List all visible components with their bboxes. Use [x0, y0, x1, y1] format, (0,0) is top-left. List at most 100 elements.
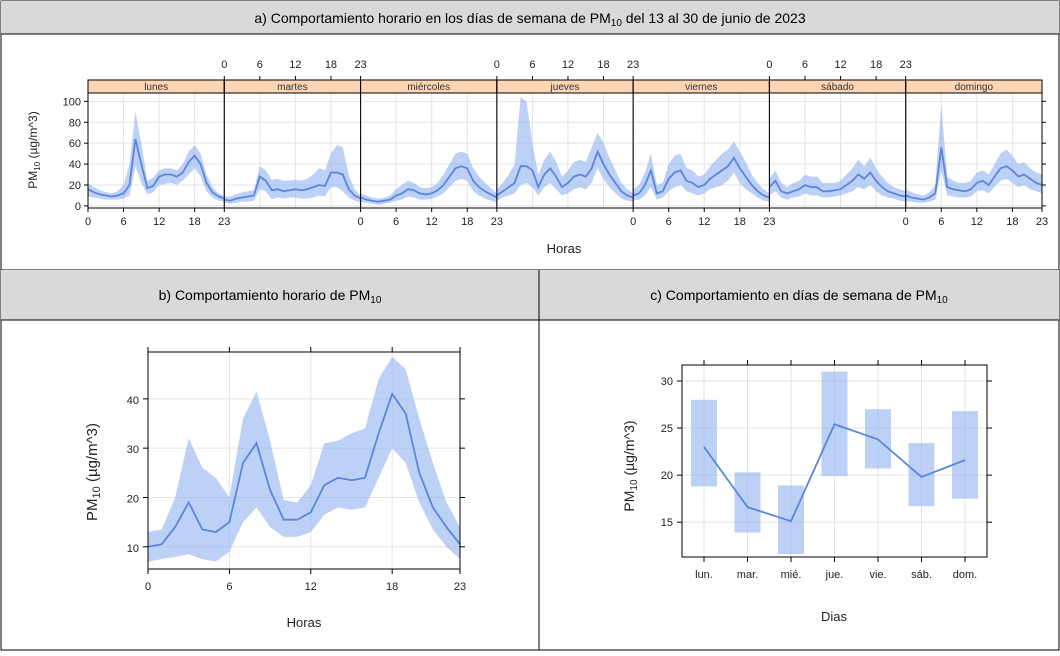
panel-c-chart: lun. mar. mié. jue. vie. sáb. dom. 15 20 25 30 Dias…: [621, 360, 992, 624]
y-tick-label: 20: [127, 493, 139, 505]
strip-label: miércoles: [407, 82, 450, 93]
x-tick-label: 18: [189, 216, 201, 228]
confidence-band: [224, 145, 361, 204]
y-tick-label: 20: [661, 470, 673, 482]
x-tick-label: jue.: [825, 569, 844, 581]
x-tick-label: vie.: [869, 569, 886, 581]
confidence-band: [769, 157, 906, 202]
panel-b-chart: 0 6 12 18 23 10 20 30 40 Horas PM10 (µg/m^3): [84, 347, 466, 630]
x-tick-label: 6: [393, 216, 399, 228]
mean-line: [360, 165, 498, 203]
x-tick-label: 0: [903, 216, 909, 228]
y-tick-label: 40: [69, 159, 81, 171]
x-axis-label: Dias: [821, 609, 848, 624]
x-tick-label: 6: [257, 59, 263, 71]
x-tick-label: 18: [1006, 216, 1018, 228]
x-tick-label: 18: [325, 59, 337, 71]
x-axis-label: Horas: [287, 615, 322, 630]
x-tick-label: 23: [354, 59, 366, 71]
x-tick-label: 6: [226, 581, 232, 593]
x-tick-label: 12: [305, 581, 317, 593]
strip-label: sábado: [821, 82, 854, 93]
confidence-band: [360, 151, 497, 205]
x-tick-label: 18: [386, 581, 398, 593]
x-tick-label: 0: [358, 216, 364, 228]
x-tick-label: 12: [289, 59, 301, 71]
panel-bc-header: [1, 270, 1059, 320]
panel-a-header: [1, 1, 1059, 34]
mean-line: [496, 149, 634, 199]
strip-label: domingo: [955, 82, 994, 93]
x-tick-label: 6: [802, 59, 808, 71]
x-tick-label: 23: [218, 216, 230, 228]
panel-b-title: b) Comportamiento horario de PM10: [159, 287, 382, 306]
strip-label: viernes: [685, 82, 717, 93]
x-tick-label: dom.: [953, 569, 977, 581]
x-tick-label: 12: [834, 59, 846, 71]
y-tick-label: 100: [63, 96, 81, 108]
y-tick-label: 25: [661, 423, 673, 435]
range-bar: [952, 411, 978, 499]
x-axis-label: Horas: [547, 241, 582, 256]
x-tick-label: 12: [426, 216, 438, 228]
x-tick-label: 23: [627, 59, 639, 71]
x-tick-label: 23: [763, 216, 775, 228]
mean-line: [703, 423, 966, 523]
y-tick-label: 30: [127, 444, 139, 456]
y-tick-label: 15: [661, 517, 673, 529]
x-tick-label: 6: [120, 216, 126, 228]
x-tick-label: mié.: [781, 569, 802, 581]
y-axis-label: PM10 (µg/m^3): [621, 420, 640, 511]
x-tick-label: 0: [494, 59, 500, 71]
mean-line: [632, 156, 770, 199]
y-tick-label: 60: [69, 138, 81, 150]
x-tick-label: mar.: [737, 569, 758, 581]
x-tick-label: 12: [153, 216, 165, 228]
panel-c-title: c) Comportamiento en días de semana de P…: [650, 287, 948, 306]
y-axis-label: PM10 (µg/m^3): [26, 111, 42, 188]
mean-line: [224, 171, 362, 202]
confidence-band: [633, 141, 770, 202]
x-tick-label: 0: [85, 216, 91, 228]
panel-a-title: a) Comportamiento horario en los días de…: [254, 10, 805, 29]
x-tick-label: 18: [597, 59, 609, 71]
x-tick-label: 0: [766, 59, 772, 71]
x-tick-label: 6: [938, 216, 944, 228]
x-tick-label: 23: [900, 59, 912, 71]
range-bar: [734, 472, 761, 533]
y-tick-label: 30: [661, 376, 673, 388]
x-tick-label: 23: [491, 216, 503, 228]
strip-label: jueves: [550, 82, 580, 93]
mean-line: [87, 138, 225, 200]
x-tick-label: 0: [630, 216, 636, 228]
x-tick-label: 23: [1036, 216, 1048, 228]
y-tick-label: 40: [127, 395, 139, 407]
range-bar: [691, 399, 717, 487]
strip-label: lunes: [144, 82, 168, 93]
x-tick-label: sáb.: [911, 569, 932, 581]
mean-line: [905, 147, 1043, 201]
y-tick-label: 20: [69, 180, 81, 192]
mean-line: [147, 391, 461, 548]
y-tick-label: 10: [127, 543, 139, 555]
confidence-band: [88, 111, 225, 202]
x-tick-label: 23: [454, 581, 466, 593]
y-tick-label: 0: [75, 201, 81, 213]
mean-line: [768, 171, 906, 198]
x-tick-label: 6: [529, 59, 535, 71]
confidence-band: [905, 105, 1042, 203]
x-tick-label: 0: [221, 59, 227, 71]
panel-a-chart: lunes 0 6 12 18 23 martes 0 6 12 18 23 miércoles 0 6 12…: [26, 59, 1048, 256]
x-tick-label: 6: [666, 216, 672, 228]
x-tick-label: 18: [461, 216, 473, 228]
y-tick-label: 80: [69, 117, 81, 129]
panel-frame: [905, 79, 1043, 209]
x-tick-label: 12: [698, 216, 710, 228]
x-tick-label: 12: [971, 216, 983, 228]
x-tick-label: 0: [145, 581, 151, 593]
confidence-band: [496, 97, 634, 202]
range-bar: [908, 443, 935, 507]
x-tick-label: lun.: [695, 569, 713, 581]
